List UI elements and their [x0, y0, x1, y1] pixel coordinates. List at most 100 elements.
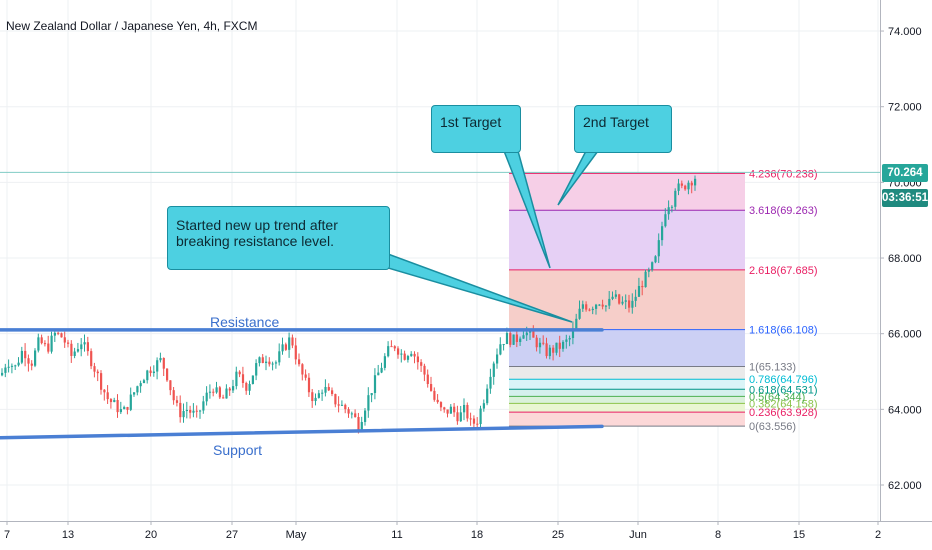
- callout-uptrend-text: Started new up trend after breaking resi…: [176, 217, 338, 249]
- candle-105: [347, 407, 350, 418]
- candle-132: [436, 394, 439, 404]
- candle-body: [182, 411, 185, 418]
- candle-body: [502, 344, 505, 346]
- fib-zone-1: [509, 403, 745, 413]
- candle-body: [538, 342, 542, 348]
- candle-195: [644, 269, 647, 288]
- candle-body: [680, 183, 683, 186]
- candle-121: [400, 349, 403, 363]
- candle-32: [106, 385, 109, 404]
- grid-lines: [0, 0, 880, 521]
- candle-24: [80, 338, 83, 357]
- candle-29: [96, 369, 99, 382]
- candle-22: [73, 347, 76, 359]
- candle-142: [469, 412, 472, 426]
- candle-body: [595, 304, 598, 309]
- trendline-support[interactable]: [0, 424, 604, 440]
- fib-zone-6: [509, 329, 745, 367]
- candle-111: [367, 387, 370, 418]
- candle-181: [598, 304, 601, 307]
- candle-124: [410, 351, 413, 357]
- candle-body: [555, 342, 558, 353]
- candle-188: [621, 296, 624, 306]
- trendlines[interactable]: Resistance Support: [0, 171, 880, 458]
- candle-81: [268, 357, 271, 367]
- candle-59: [195, 405, 198, 418]
- candle-body: [222, 397, 225, 399]
- candle-209: [690, 180, 693, 194]
- candle-84: [278, 343, 281, 366]
- candle-157: [519, 336, 522, 346]
- candle-8: [27, 354, 30, 372]
- candle-203: [670, 205, 674, 213]
- candle-body: [179, 402, 182, 418]
- candle-37: [123, 405, 126, 410]
- candle-body: [17, 362, 20, 366]
- candle-body: [568, 338, 571, 340]
- candle-192: [634, 289, 637, 307]
- candlestick-series: [1, 175, 697, 434]
- callout-1st-target-text: 1st Target: [440, 114, 502, 130]
- candle-body: [400, 353, 403, 355]
- candle-body: [661, 226, 664, 241]
- time-axis[interactable]: 7 13 20 27 May 11 18 25 Jun 8 15 2: [0, 521, 932, 550]
- price-axis[interactable]: 62.00064.00066.00068.00070.00072.00074.0…: [880, 0, 932, 550]
- candle-87: [288, 332, 291, 358]
- candle-201: [664, 208, 667, 228]
- candle-72: [238, 370, 241, 378]
- candle-40: [133, 391, 136, 397]
- candle-body: [281, 344, 284, 352]
- candle-body: [519, 338, 522, 343]
- candle-27: [90, 348, 93, 370]
- candle-60: [199, 409, 202, 419]
- candle-body: [76, 349, 80, 352]
- candle-body: [588, 309, 591, 311]
- candle-body: [248, 383, 251, 391]
- candle-body: [278, 351, 281, 363]
- candle-57: [189, 405, 192, 419]
- candle-141: [466, 402, 469, 422]
- candle-49: [162, 357, 165, 377]
- candle-126: [416, 352, 419, 370]
- candle-83: [274, 360, 278, 369]
- candle-10: [34, 348, 37, 368]
- candle-147: [486, 384, 489, 406]
- candle-body: [20, 350, 23, 363]
- candle-182: [601, 299, 604, 310]
- candle-body: [406, 356, 410, 360]
- candle-body: [644, 271, 647, 288]
- candle-body: [651, 262, 654, 270]
- callout-2nd-target[interactable]: 2nd Target: [574, 105, 672, 153]
- candle-109: [360, 416, 363, 431]
- fibonacci-extension[interactable]: 0(63.556) 0.236(63.928)0.382(64.158)0.5(6…: [509, 168, 818, 433]
- candle-body: [383, 356, 386, 368]
- candle-93: [307, 373, 311, 397]
- price-tick-label-1: 64.000: [888, 404, 922, 416]
- callout-1st-target[interactable]: 1st Target: [431, 105, 521, 153]
- candle-body: [684, 185, 687, 190]
- candle-154: [509, 331, 512, 348]
- candle-38: [126, 406, 129, 415]
- candle-body: [162, 357, 165, 369]
- resistance-label: Resistance: [210, 314, 279, 330]
- candle-127: [420, 359, 423, 372]
- callout-uptrend[interactable]: Started new up trend after breaking resi…: [167, 206, 390, 270]
- candle-body: [100, 373, 103, 390]
- time-tick-label-4: May: [286, 529, 307, 541]
- candle-body: [172, 390, 175, 401]
- candle-106: [350, 411, 353, 419]
- candle-body: [251, 375, 254, 384]
- candle-body: [218, 387, 221, 398]
- candle-body: [67, 342, 70, 344]
- candle-90: [298, 353, 301, 367]
- candle-body: [469, 418, 472, 420]
- candle-body: [562, 341, 565, 349]
- candle-body: [205, 392, 208, 402]
- candle-69: [228, 387, 231, 396]
- candle-body: [505, 333, 509, 345]
- time-tick-label-11: 2: [875, 529, 881, 541]
- candle-148: [489, 368, 492, 394]
- candle-171: [565, 334, 568, 349]
- candle-75: [248, 380, 251, 396]
